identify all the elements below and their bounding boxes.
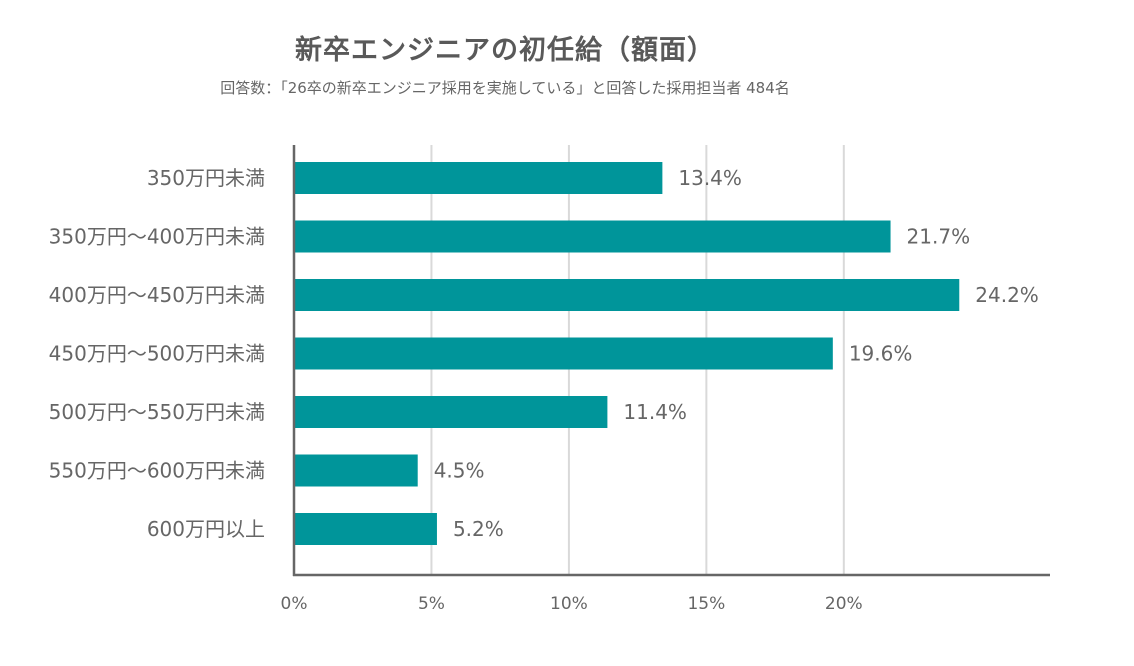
bar: [294, 162, 663, 194]
x-tick-label: 0%: [281, 594, 308, 614]
x-tick-label: 15%: [687, 594, 725, 614]
bar: [294, 220, 891, 253]
x-tick-label: 5%: [418, 594, 445, 614]
value-label: 5.2%: [453, 517, 504, 541]
bar: [294, 279, 960, 311]
x-tick-label: 20%: [825, 594, 863, 614]
x-tick-labels: 0% 5% 10% 15% 20%: [281, 594, 863, 614]
value-label: 21.7%: [907, 225, 971, 249]
chart-subtitle: 回答数：「26卒の新卒エンジニア採用を実施している」と回答した採用担当者 484…: [220, 79, 790, 97]
value-label: 13.4%: [678, 166, 742, 190]
bar: [294, 396, 608, 428]
category-label: 450万円～500万円未満: [49, 342, 265, 366]
value-label: 24.2%: [975, 283, 1039, 307]
bar: [294, 337, 833, 370]
value-labels: 13.4% 21.7% 24.2% 19.6% 11.4% 4.5% 5.2%: [434, 166, 1039, 541]
x-tick-label: 10%: [550, 594, 588, 614]
value-label: 11.4%: [623, 400, 687, 424]
axes: [292, 145, 1050, 577]
category-label: 550万円～600万円未満: [49, 459, 265, 483]
category-label: 400万円～450万円未満: [49, 283, 265, 307]
chart-title: 新卒エンジニアの初任給（額面）: [295, 35, 715, 66]
category-label: 500万円～550万円未満: [49, 400, 265, 424]
bar: [294, 454, 418, 487]
value-label: 4.5%: [434, 459, 485, 483]
bar: [294, 513, 437, 545]
category-labels: 350万円未満 350万円～400万円未満 400万円～450万円未満 450万円～5…: [49, 166, 265, 541]
bars: [294, 162, 960, 545]
value-label: 19.6%: [849, 342, 913, 366]
category-label: 350万円未満: [147, 166, 265, 190]
category-label: 350万円～400万円未満: [49, 225, 265, 249]
category-label: 600万円以上: [147, 517, 265, 541]
